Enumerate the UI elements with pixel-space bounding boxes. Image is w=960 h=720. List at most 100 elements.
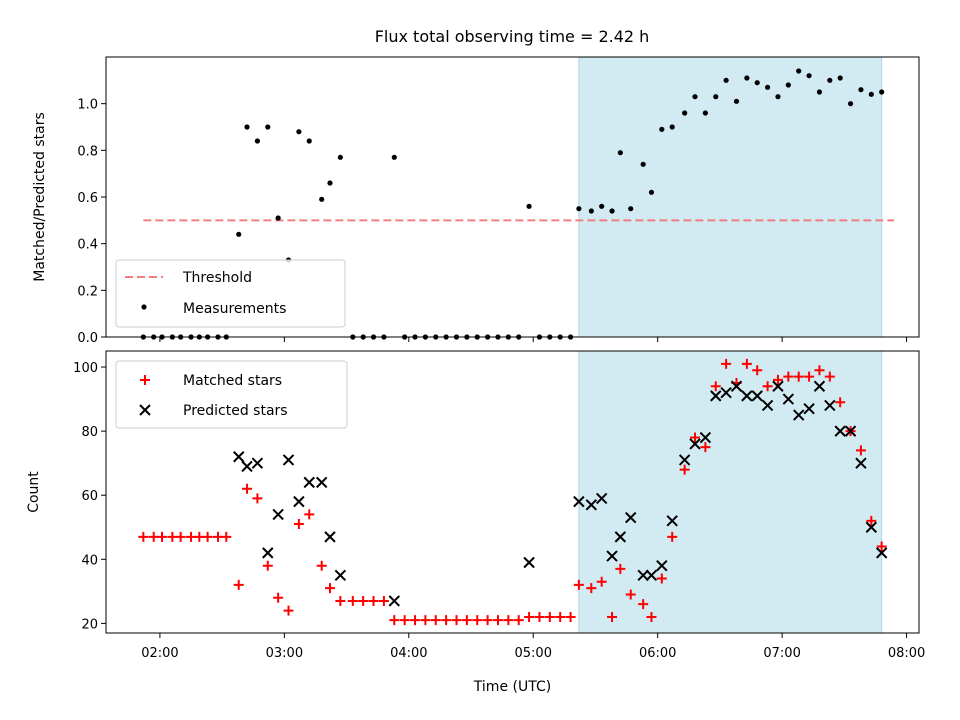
predicted-star-point [573,495,585,508]
matched-star-point [420,615,431,626]
matched-star-point [679,464,690,475]
matched-star-point [752,365,763,376]
measurement-point [692,94,698,100]
measurement-point [702,110,708,116]
measurement-point [796,68,802,74]
predicted-star-point [595,492,608,505]
predicted-star-point [637,569,649,582]
predicted-star-point [865,521,878,533]
measurement-point [628,206,634,212]
predicted-star-point [666,515,678,527]
matched-star-point [347,595,358,606]
matched-star-point [283,605,294,616]
y-tick-label: 0.2 [77,284,98,299]
predicted-star-point [388,595,400,607]
matched-star-point [430,615,441,626]
predicted-star-point [689,438,701,450]
matched-star-point [472,615,483,626]
matched-star-point [700,442,711,453]
legend-matched-swatch [140,375,150,385]
highlight-span [578,350,883,634]
measurement-point [526,203,532,209]
matched-star-point [762,381,773,392]
measurement-point [713,94,719,100]
matched-star-point [451,615,462,626]
measurement-point [879,89,885,95]
matched-star-point [316,560,327,571]
predicted-star-point [844,425,857,437]
predicted-star-point [813,380,826,392]
matched-star-point [876,541,887,552]
matched-star-point [156,531,167,542]
x-tick-label: 08:00 [888,646,925,661]
predicted-star-point [834,425,846,437]
measurement-point [617,150,623,156]
matched-star-point [721,358,732,369]
predicted-star-point [656,559,668,572]
matched-star-point [772,374,783,385]
predicted-star-point [793,409,805,421]
matched-star-point [441,615,452,626]
legend-threshold-label: Threshold [182,270,252,286]
predicted-star-point [824,399,836,412]
axes-frame [105,350,920,634]
measurement-point [837,75,843,81]
matched-star-point [607,611,618,622]
predicted-star-point [606,550,618,562]
matched-star-point [835,397,846,408]
matched-star-point [378,595,389,606]
measurement-point [265,124,271,130]
measurement-point [682,110,688,116]
predicted-star-point [324,531,336,543]
matched-star-point [304,509,315,520]
legend-predicted-label: Predicted stars [183,403,288,419]
matched-star-point [783,371,794,382]
matched-star-point [656,573,667,584]
legend-matched-label: Matched stars [183,373,282,389]
matched-star-point [866,515,877,526]
measurement-point [775,94,781,100]
y-tick-label: 0.4 [77,238,98,253]
top-panel-ratio: 0.0 0.2 0.4 0.6 0.8 1.0 Matched/Predicted star… [32,56,920,346]
measurement-point [816,89,823,95]
x-tick-label: 06:00 [639,646,676,661]
legend-box [115,360,348,429]
highlight-span [578,56,883,338]
matched-star-point [565,611,576,622]
measurement-point [327,180,333,186]
matched-star-point [410,615,421,626]
measurement-point [244,124,250,130]
matched-star-point [534,611,545,622]
matched-star-point [544,611,555,622]
y-axis-label: Count [26,471,42,513]
predicted-star-point [282,454,295,466]
measurement-point [640,161,646,167]
predicted-star-point [233,451,245,463]
predicted-star-point [241,460,253,473]
matched-star-point [573,579,584,590]
measurement-point [764,84,771,90]
chart-title: Flux total observing time = 2.42 h [375,27,650,46]
matched-star-point [690,432,701,443]
matched-star-point [667,531,678,542]
measurement-point [236,231,242,237]
predicted-star-point [262,547,274,559]
matched-star-point [638,599,649,610]
predicted-star-point [699,431,712,444]
y-tick-label: 0.0 [77,331,98,346]
matched-star-point [814,365,825,376]
measurement-point [868,91,874,97]
predicted-star-point [334,569,347,582]
matched-star-point [389,615,400,626]
predicted-star-point [678,454,691,466]
measurement-point [744,75,750,81]
y-tick-label: 60 [81,489,98,504]
matched-star-point [202,531,213,542]
matched-star-point [804,371,815,382]
measurement-point [669,124,675,130]
measurement-point [306,138,312,144]
predicted-star-point [772,380,784,392]
y-tick-label: 80 [81,425,98,440]
matched-star-point [262,560,273,571]
